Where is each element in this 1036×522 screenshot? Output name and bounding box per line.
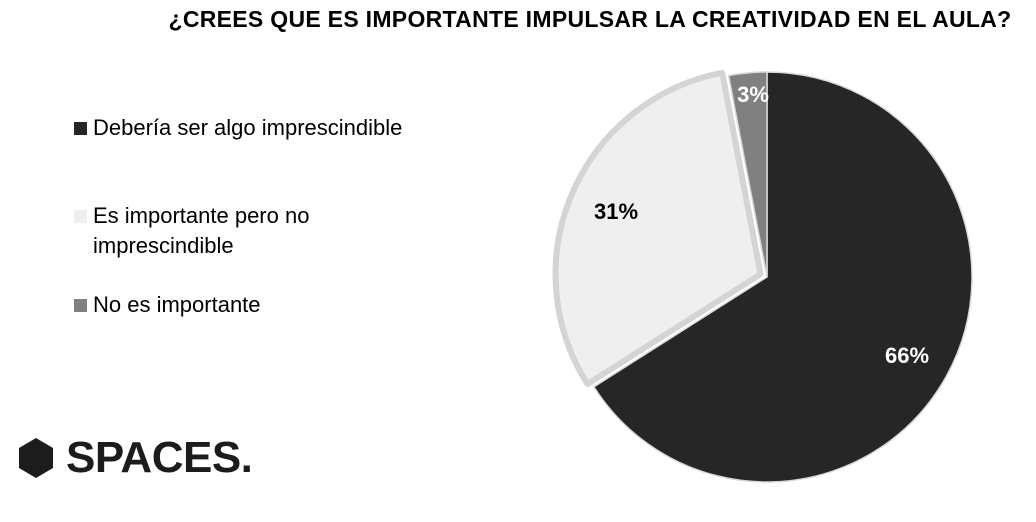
data-label: 66% [885,343,929,368]
data-label: 3% [737,82,769,107]
legend-label: Es importante pero no imprescindible [93,203,310,258]
pie-slice [593,71,973,483]
logo: SPACES. [18,433,253,483]
hexagon-icon [19,438,53,478]
legend-swatch [74,210,87,223]
pie-slice [727,71,768,278]
legend-swatch [74,122,87,135]
legend-swatch [74,299,87,312]
logo-text: SPACES. [66,433,253,482]
legend-item: Es importante pero no imprescindible [74,201,364,261]
pie-slice [552,69,764,388]
legend-label: No es importante [93,292,261,317]
legend-item: Debería ser algo imprescindible [74,113,494,143]
legend-item: No es importante [74,290,494,320]
legend-label: Debería ser algo imprescindible [93,115,403,140]
data-label: 31% [594,199,638,224]
chart-title: ¿CREES QUE ES IMPORTANTE IMPULSAR LA CRE… [168,6,1012,32]
